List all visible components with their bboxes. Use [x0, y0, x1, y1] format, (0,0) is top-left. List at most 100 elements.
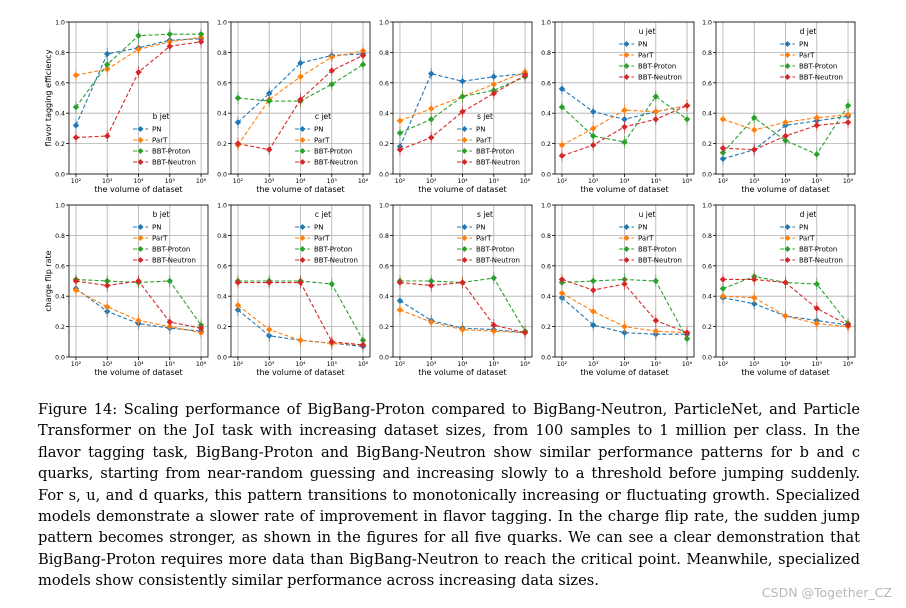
- data-point-BBT-Neutron: [359, 52, 367, 59]
- data-point-ParT: [72, 72, 80, 79]
- legend-label: BBT-Proton: [476, 148, 514, 156]
- x-tick-label: 10³: [588, 361, 599, 368]
- data-point-PN: [396, 297, 404, 304]
- y-tick-label: 1.0: [217, 203, 227, 210]
- y-tick-label: 0.8: [55, 233, 65, 240]
- legend-marker: [461, 148, 468, 154]
- series-line-BBT-Proton: [722, 105, 849, 155]
- panel-title: c jet: [315, 210, 331, 219]
- data-point-BBT-Proton: [558, 103, 566, 111]
- x-tick-label: 10⁴: [295, 361, 306, 368]
- x-tick-label: 10⁴: [133, 361, 144, 368]
- y-tick-label: 0.8: [55, 50, 65, 57]
- legend-marker: [299, 159, 306, 165]
- data-point-PN: [72, 122, 80, 129]
- data-point-PN: [104, 50, 111, 58]
- data-point-ParT: [558, 141, 566, 149]
- data-point-BBT-Proton: [652, 277, 659, 285]
- y-tick-label: 0.4: [217, 111, 227, 118]
- x-tick-label: 10⁶: [520, 178, 531, 185]
- data-point-BBT-Neutron: [104, 282, 111, 289]
- data-point-ParT: [459, 326, 466, 333]
- legend-label: PN: [638, 224, 647, 232]
- data-point-ParT: [782, 312, 789, 320]
- legend-marker: [623, 246, 630, 252]
- panel-charge-s-jet: 0.0 0.2 0.4 0.6 0.8 1.0 10² 10³ 10⁴ 10⁵ 10⁶ the vol…: [379, 203, 533, 377]
- legend-label: PN: [152, 224, 161, 232]
- data-point-BBT-Neutron: [197, 324, 205, 332]
- panel-charge-u-jet: 0.0 0.2 0.4 0.6 0.8 1.0 10² 10³ 10⁴ 10⁵ 10⁶ the vol…: [541, 203, 695, 377]
- x-tick-label: 10³: [588, 178, 599, 185]
- data-point-PN: [751, 300, 758, 307]
- x-tick-label: 10⁵: [165, 178, 176, 185]
- x-tick-label: 10⁶: [843, 178, 854, 185]
- y-tick-label: 0.4: [541, 294, 551, 301]
- y-tick-label: 0.2: [379, 324, 389, 331]
- legend-marker: [784, 257, 791, 263]
- data-point-BBT-Neutron: [621, 280, 628, 288]
- data-point-BBT-Neutron: [782, 132, 789, 140]
- legend-marker: [461, 126, 468, 132]
- legend-label: PN: [638, 41, 647, 49]
- data-point-ParT: [719, 293, 727, 300]
- data-point-BBT-Proton: [844, 102, 852, 109]
- legend-marker: [299, 257, 306, 263]
- legend-label: BBT-Neutron: [638, 257, 682, 265]
- y-tick-label: 0.6: [541, 263, 551, 270]
- y-tick-label: 1.0: [379, 203, 389, 210]
- legend-marker: [461, 246, 468, 252]
- panel-title: c jet: [315, 112, 331, 121]
- y-tick-label: 1.0: [541, 20, 551, 27]
- y-tick-label: 0.6: [55, 263, 65, 270]
- series-line-PN: [237, 53, 364, 123]
- data-point-BBT-Neutron: [328, 67, 335, 74]
- data-point-BBT-Proton: [72, 103, 80, 111]
- legend-marker: [137, 159, 144, 165]
- data-point-BBT-Neutron: [813, 122, 820, 129]
- y-tick-label: 0.0: [379, 355, 389, 362]
- legend-label: BBT-Neutron: [152, 257, 196, 265]
- x-tick-label: 10²: [233, 361, 244, 368]
- series-line-PN: [561, 297, 688, 335]
- y-tick-label: 0.4: [702, 111, 712, 118]
- x-tick-label: 10⁵: [812, 178, 823, 185]
- legend-label: BBT-Neutron: [476, 159, 520, 167]
- x-tick-label: 10²: [557, 361, 568, 368]
- data-point-PN: [490, 73, 497, 80]
- legend-marker: [137, 257, 144, 263]
- legend-marker: [784, 74, 791, 80]
- y-tick-label: 0.2: [541, 141, 551, 148]
- panel-flavor-d-jet: 0.0 0.2 0.4 0.6 0.8 1.0 10² 10³ 10⁴ 10⁵ 10⁶ the vol…: [702, 20, 856, 194]
- y-tick-label: 0.0: [217, 355, 227, 362]
- data-point-BBT-Neutron: [72, 134, 80, 141]
- legend-marker: [299, 224, 306, 230]
- legend-label: BBT-Proton: [638, 246, 676, 254]
- legend-marker: [623, 41, 630, 47]
- y-tick-label: 0.4: [541, 111, 551, 118]
- legend-marker: [137, 246, 144, 252]
- legend-marker: [784, 41, 791, 47]
- data-point-PN: [558, 85, 566, 93]
- x-axis-label: the volume of dataset: [256, 185, 344, 194]
- legend-label: ParT: [799, 52, 815, 60]
- x-axis-label: the volume of dataset: [418, 185, 506, 194]
- legend-label: BBT-Proton: [476, 246, 514, 254]
- data-point-ParT: [428, 318, 435, 326]
- y-tick-label: 0.4: [217, 294, 227, 301]
- series-line-ParT: [399, 71, 526, 122]
- legend-marker: [299, 235, 306, 241]
- x-axis-label: the volume of dataset: [94, 368, 182, 377]
- data-point-ParT: [135, 317, 142, 324]
- legend-marker: [137, 235, 144, 241]
- legend-marker: [299, 126, 306, 132]
- series-line-PN: [399, 73, 526, 147]
- y-tick-label: 0.0: [541, 355, 551, 362]
- data-point-BBT-Neutron: [359, 341, 367, 349]
- y-tick-label: 0.6: [55, 80, 65, 87]
- data-point-BBT-Neutron: [459, 279, 466, 286]
- data-point-BBT-Neutron: [558, 276, 566, 283]
- data-point-ParT: [104, 303, 111, 311]
- legend-marker: [299, 246, 306, 252]
- x-tick-label: 10²: [718, 178, 729, 185]
- data-point-BBT-Neutron: [197, 38, 205, 45]
